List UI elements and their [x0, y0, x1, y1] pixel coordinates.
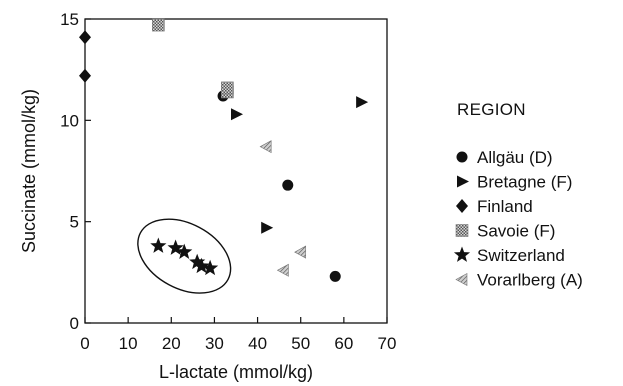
legend-entry-label: Allgäu (D) [477, 148, 553, 167]
legend-entry-label: Savoie (F) [477, 222, 555, 241]
legend: REGION Allgäu (D) Bretagne (F) Finland Savo… [453, 100, 583, 290]
x-tick-label: 30 [205, 334, 224, 353]
x-tick-label: 70 [378, 334, 397, 353]
plot-frame [84, 18, 388, 324]
legend-title: REGION [457, 100, 526, 119]
legend-entry-label: Finland [477, 197, 533, 216]
data-point [189, 253, 206, 270]
data-point [167, 239, 184, 255]
x-axis: 0 10 20 30 40 50 60 70 [80, 317, 396, 353]
x-axis-label: L-lactate (mmol/kg) [159, 362, 313, 382]
data-point [152, 18, 165, 32]
data-point [79, 68, 91, 83]
y-tick-label: 15 [60, 10, 79, 29]
legend-marker-circle-icon [456, 151, 468, 163]
legend-marker-diamond-icon [456, 199, 468, 213]
legend-marker-hatched-square-icon [455, 224, 469, 237]
data-point [221, 81, 234, 95]
switzerland-cluster-ellipse [137, 218, 232, 294]
x-tick-label: 60 [334, 334, 353, 353]
data-point [231, 108, 243, 121]
y-tick-label: 5 [70, 213, 79, 232]
x-tick-label: 20 [162, 334, 181, 353]
x-tick-label: 50 [291, 334, 310, 353]
legend-marker-star-icon [453, 246, 471, 262]
y-axis-label: Succinate (mmol/kg) [19, 89, 39, 253]
y-axis: 0 5 10 15 [60, 10, 91, 333]
legend-marker-triangle-right-icon [457, 175, 469, 188]
legend-marker-triangle-left-hatched-icon [455, 272, 468, 287]
y-tick-label: 10 [60, 111, 79, 130]
data-point [294, 245, 307, 259]
x-tick-label: 10 [119, 334, 138, 353]
data-point [202, 259, 219, 276]
annotations-layer [137, 218, 232, 294]
legend-entry-label: Vorarlberg (A) [477, 271, 583, 290]
data-point [193, 257, 210, 274]
data-points-layer [79, 18, 369, 282]
legend-entry-label: Switzerland [477, 246, 565, 265]
data-point [276, 263, 289, 277]
data-point [282, 179, 294, 191]
data-point [356, 96, 369, 109]
legend-entry-label: Bretagne (F) [477, 173, 572, 192]
data-point [261, 221, 274, 234]
data-point [150, 237, 167, 253]
x-tick-label: 40 [248, 334, 267, 353]
data-point [79, 30, 91, 45]
data-point [329, 270, 341, 282]
y-tick-label: 0 [70, 314, 79, 333]
data-point [259, 140, 272, 154]
x-tick-label: 0 [80, 334, 89, 353]
data-point [176, 243, 193, 259]
